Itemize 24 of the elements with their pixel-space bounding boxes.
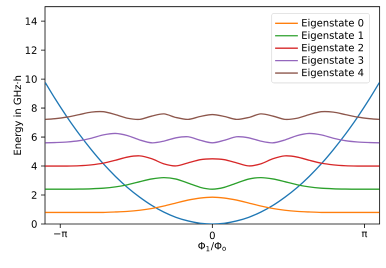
legend-label: Eigenstate 0 — [302, 18, 364, 28]
legend-label: Eigenstate 2 — [302, 44, 363, 54]
line-series — [45, 155, 380, 167]
line-series — [45, 110, 380, 120]
y-tick-label: 4 — [32, 162, 37, 170]
y-tick-label: 12 — [26, 46, 36, 54]
line-series — [45, 196, 380, 214]
y-tick-label: 8 — [32, 104, 37, 112]
x-axis-title: Φ$_{1}$/Φ$_{o}$ — [198, 242, 226, 252]
y-tick-label: 2 — [32, 191, 36, 199]
line-series — [45, 82, 380, 224]
legend-label: Eigenstate 1 — [302, 31, 364, 41]
x-tick-label: 0 — [210, 232, 215, 240]
line-series — [45, 176, 380, 190]
legend-label: Eigenstate 4 — [302, 68, 364, 78]
x-tick-label: −π — [54, 232, 68, 238]
y-tick-label: 10 — [26, 75, 37, 83]
y-tick-label: 14 — [26, 18, 37, 25]
y-tick-label: 6 — [32, 133, 37, 141]
legend-label: Eigenstate 3 — [302, 56, 364, 66]
line-series — [45, 132, 380, 144]
y-tick-label: 0 — [32, 220, 37, 228]
x-tick-label: π — [362, 232, 368, 238]
y-axis-title: Energy in GHz·h — [13, 76, 24, 155]
